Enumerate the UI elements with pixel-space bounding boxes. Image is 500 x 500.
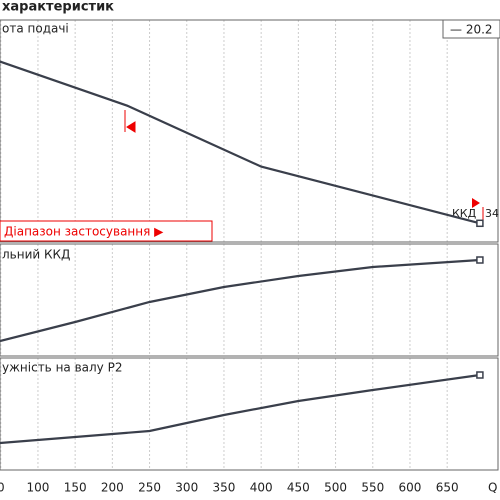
legend-box	[442, 19, 500, 39]
range-box	[0, 220, 213, 242]
x-tick-label: 500	[324, 481, 347, 495]
data-line	[0, 373, 481, 445]
x-tick-label: 400	[250, 481, 273, 495]
y-label: льний ККД	[2, 248, 70, 262]
range-marker	[472, 198, 480, 208]
x-tick-label: 600	[399, 481, 422, 495]
x-tick-label: 550	[361, 481, 384, 495]
legend-entry: — 20.2	[450, 23, 493, 37]
panel-frame	[0, 357, 499, 471]
x-tick-label: 650	[436, 481, 459, 495]
panel-frame	[0, 243, 499, 357]
page-title: характеристик	[2, 0, 114, 15]
y-label: ота подачі	[2, 22, 69, 36]
data-line	[0, 258, 480, 343]
end-marker	[476, 219, 484, 228]
x-tick-label: 0	[0, 481, 5, 495]
x-tick-label: 200	[101, 481, 124, 495]
panel-frame	[0, 19, 499, 243]
y-label: ужність на валу Р2	[2, 361, 122, 375]
data-line	[0, 60, 481, 225]
x-tick-label: 150	[64, 481, 87, 495]
x-label: Q /	[488, 481, 500, 495]
range-marker	[124, 110, 136, 133]
range-label: Діапазон застосування ▶	[4, 225, 164, 239]
annotation: 34	[485, 207, 499, 220]
x-tick-label: 250	[138, 481, 161, 495]
end-marker	[476, 256, 484, 264]
x-tick-label: 350	[213, 481, 236, 495]
x-tick-label: 450	[287, 481, 310, 495]
x-tick-label: 100	[26, 481, 49, 495]
x-tick-label: 300	[175, 481, 198, 495]
end-marker	[476, 371, 484, 379]
